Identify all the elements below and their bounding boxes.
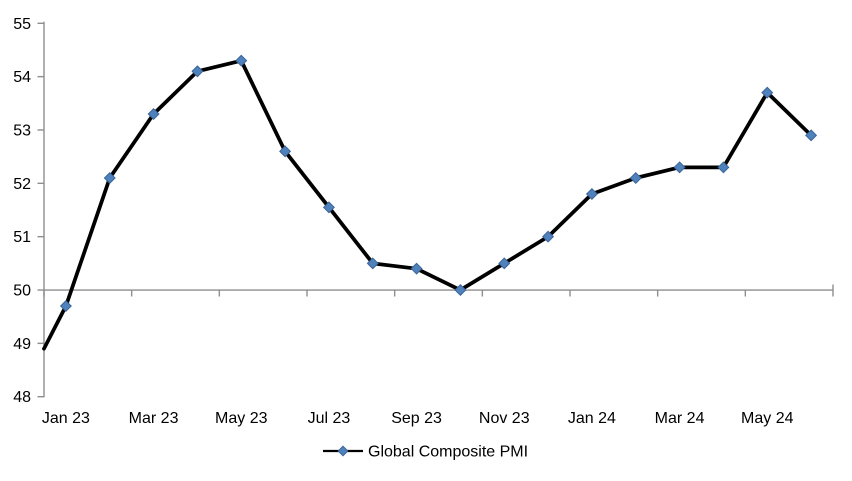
x-tick-label: Jan 23 (42, 410, 90, 427)
data-point-marker (59, 300, 72, 313)
data-point-marker (673, 161, 686, 174)
y-tick-label: 51 (13, 229, 31, 246)
x-tick-label: Nov 23 (479, 410, 530, 427)
data-point-marker (366, 257, 379, 270)
data-point-marker (498, 257, 511, 270)
axis-labels-layer: 48 49 50 51 52 53 54 55 Jan 23 Mar 23 May 23 Jul 23… (13, 16, 793, 427)
x-tick-label: May 24 (741, 410, 794, 427)
legend-label: Global Composite PMI (368, 444, 528, 461)
x-tick-label: Mar 23 (129, 410, 179, 427)
data-point-marker (717, 161, 730, 174)
data-point-marker (322, 201, 335, 214)
series-line-global-composite-pmi (42, 58, 813, 351)
y-tick-label: 54 (13, 69, 31, 86)
data-point-marker (191, 65, 204, 78)
y-tick-label: 49 (13, 336, 31, 353)
data-point-marker (454, 284, 467, 297)
series-layer (42, 54, 818, 351)
data-point-marker (761, 86, 774, 99)
data-point-marker (542, 230, 555, 243)
y-tick-label: 50 (13, 283, 31, 300)
data-point-marker (147, 107, 160, 120)
x-tick-label: Mar 24 (655, 410, 705, 427)
y-tick-label: 48 (13, 389, 31, 406)
x-tick-label: Sep 23 (391, 410, 442, 427)
data-point-marker (279, 145, 292, 158)
data-point-marker (585, 187, 598, 201)
data-point-marker (103, 171, 116, 185)
data-point-marker (410, 262, 423, 275)
legend-marker-icon (337, 445, 349, 457)
x-tick-label: Jul 23 (308, 410, 351, 427)
x-tick-label: Jan 24 (568, 410, 616, 427)
y-tick-label: 52 (13, 176, 31, 193)
y-tick-label: 53 (13, 122, 31, 139)
x-tick-label: May 23 (215, 410, 268, 427)
data-point-marker (805, 129, 818, 142)
data-point-marker (235, 54, 248, 67)
legend: Global Composite PMI (323, 444, 528, 461)
data-point-marker (629, 171, 642, 185)
y-tick-label: 55 (13, 16, 31, 33)
axes-layer (37, 21, 834, 398)
